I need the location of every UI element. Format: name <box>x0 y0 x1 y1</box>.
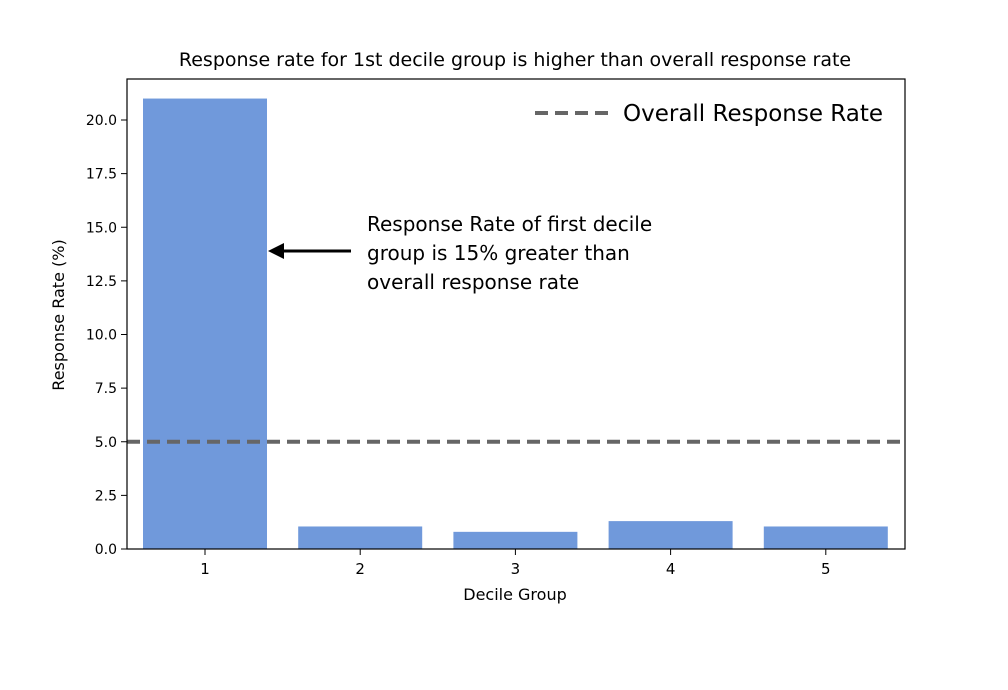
annotation-line-2: group is 15% greater than <box>367 241 630 265</box>
x-axis-label: Decile Group <box>463 585 567 604</box>
x-tick-label: 1 <box>200 560 210 578</box>
legend-label: Overall Response Rate <box>623 101 883 127</box>
x-tick-label: 3 <box>511 560 521 578</box>
y-tick-label: 7.5 <box>95 381 117 397</box>
y-tick-label: 5.0 <box>95 435 117 451</box>
annotation-line-3: overall response rate <box>367 270 579 294</box>
chart-title: Response rate for 1st decile group is hi… <box>179 49 851 71</box>
x-tick-label: 4 <box>666 560 676 578</box>
y-tick-label: 12.5 <box>86 274 117 290</box>
annotation: Response Rate of first decile group is 1… <box>268 212 652 294</box>
legend: Overall Response Rate <box>535 101 883 127</box>
y-tick-label: 17.5 <box>86 167 117 183</box>
x-tick-label: 2 <box>355 560 365 578</box>
annotation-arrow-head-icon <box>268 243 284 259</box>
y-tick-label: 20.0 <box>86 113 117 129</box>
y-tick-label: 10.0 <box>86 328 117 344</box>
plot-area-frame <box>126 78 906 550</box>
y-tick-label: 2.5 <box>95 488 117 504</box>
bar-decile-5 <box>763 526 888 549</box>
bar-decile-3 <box>453 531 578 549</box>
bar-decile-4 <box>608 521 733 549</box>
y-tick-label: 15.0 <box>86 220 117 236</box>
annotation-line-1: Response Rate of first decile <box>367 212 652 236</box>
bar-decile-2 <box>298 526 423 549</box>
x-tick-label: 5 <box>821 560 831 578</box>
y-axis-label: Response Rate (%) <box>49 239 68 390</box>
y-tick-label: 0.0 <box>95 542 117 558</box>
bar-decile-1 <box>143 98 267 550</box>
